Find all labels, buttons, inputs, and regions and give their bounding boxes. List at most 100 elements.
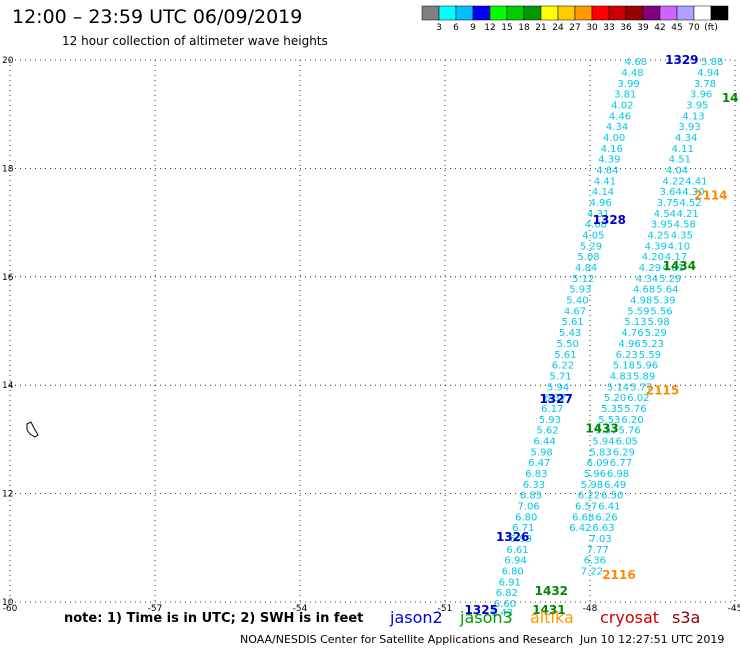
colorbar-label: 70: [688, 23, 700, 33]
wave-height-value: 6.71: [512, 523, 534, 534]
wave-height-value: 4.81: [662, 263, 684, 274]
lon-tick-label: -48: [583, 604, 598, 614]
wave-height-value: 5.77: [630, 382, 652, 393]
footer-credit: NOAA/NESDIS Center for Satellite Applica…: [240, 633, 574, 646]
pass-number-label: 1434: [663, 259, 696, 273]
wave-height-value: 4.00: [603, 133, 625, 144]
wave-height-value: 5.76: [619, 426, 641, 437]
wave-height-value: 5.13: [624, 317, 646, 328]
wave-height-value: 5.94: [592, 436, 614, 447]
wave-height-value: 6.02: [627, 393, 649, 404]
wave-height-value: 4.35: [671, 231, 693, 242]
wave-height-value: 4.34: [636, 274, 658, 285]
wave-height-value: 5.89: [633, 371, 655, 382]
wave-height-value: 3.93: [678, 122, 700, 133]
colorbar-label: 30: [586, 23, 598, 33]
pass-number-label: 2114: [694, 189, 727, 203]
wave-height-value: 4.41: [685, 176, 707, 187]
colorbar-swatch: [472, 5, 491, 21]
wave-height-value: 4.96: [619, 339, 641, 350]
colorbar-swatch: [540, 5, 559, 21]
wave-height-value: 5.23: [642, 339, 664, 350]
wave-height-value: 5.40: [566, 296, 588, 307]
colorbar-label: 42: [654, 23, 665, 33]
wave-height-value: 4.17: [665, 252, 687, 263]
wave-height-value: 4.16: [601, 144, 623, 155]
pass-number-label: 1326: [496, 530, 529, 544]
wave-height-value: 3.96: [690, 90, 712, 101]
wave-height-value: 4.51: [669, 155, 691, 166]
wave-height-value: 3.95: [651, 220, 673, 231]
wave-height-value: 4.05: [582, 231, 604, 242]
lon-tick-label: -60: [3, 604, 18, 614]
wave-height-value: 7.22: [581, 567, 603, 578]
wave-height-value: 6.42: [569, 523, 591, 534]
pass-number-label: 1329: [665, 53, 698, 67]
wave-height-value: 6.09: [587, 458, 609, 469]
colorbar-label: 24: [552, 23, 564, 33]
lat-tick-label: 20: [2, 56, 14, 66]
wave-height-value: 4.98: [630, 296, 652, 307]
legend-s3a: s3a: [672, 608, 701, 627]
colorbar-label: 9: [470, 23, 476, 33]
wave-height-value: 6.50: [601, 491, 623, 502]
wave-height-value: 3.99: [618, 79, 640, 90]
wave-height-value: 4.02: [611, 100, 633, 111]
wave-height-value: 4.14: [592, 187, 614, 198]
lat-tick-label: 18: [2, 164, 14, 174]
wave-height-value: 6.83: [525, 469, 547, 480]
wave-height-value: 6.43: [491, 608, 513, 619]
lat-tick-label: 14: [2, 381, 14, 391]
footer-timestamp: Jun 10 12:27:51 UTC 2019: [580, 633, 725, 646]
pass-number-label: 1328: [593, 213, 626, 227]
wave-height-value: 6.23: [616, 350, 638, 361]
colorbar-swatch: [574, 5, 593, 21]
wave-height-value: 5.59: [639, 350, 661, 361]
colorbar-swatch: [591, 5, 610, 21]
wave-height-value: 5.96: [636, 361, 658, 372]
wave-height-value: 4.31: [587, 209, 609, 220]
wave-height-value: 4.41: [594, 176, 616, 187]
wave-height-value: 4.34: [606, 122, 628, 133]
wave-height-value: 6.80: [515, 512, 537, 523]
wave-height-value: 4.96: [590, 198, 612, 209]
pass-number-label: 2115: [646, 384, 679, 398]
wave-height-value: 4.94: [697, 68, 719, 79]
wave-height-value: 5.61: [554, 350, 576, 361]
colorbar-swatch: [421, 5, 440, 21]
wave-height-value: 4.39: [645, 241, 667, 252]
wave-height-value: 4.68: [625, 57, 647, 68]
wave-height-value: 6.44: [533, 436, 555, 447]
wave-height-value: 6.17: [541, 404, 563, 415]
pass-number-label: 1327: [539, 392, 572, 406]
wave-height-value: 3.81: [614, 90, 636, 101]
wave-height-value: 6.85: [520, 491, 542, 502]
wave-height-value: 4.84: [575, 263, 597, 274]
wave-height-value: 5.71: [549, 371, 571, 382]
colorbar-swatch: [693, 5, 712, 21]
wave-height-value: 5.50: [557, 339, 579, 350]
colorbar-label: 36: [620, 23, 632, 33]
wave-height-value: 4.68: [585, 220, 607, 231]
wave-height-value: 3.75: [657, 198, 679, 209]
wave-height-value: 4.58: [674, 220, 696, 231]
pass-number-label: 2116: [602, 568, 635, 582]
wave-height-value: 7.03: [590, 534, 612, 545]
colorbar-swatch: [659, 5, 678, 21]
colorbar-swatch: [676, 5, 695, 21]
wave-height-value: 5.57: [595, 426, 617, 437]
colorbar-label: 27: [569, 23, 580, 33]
wave-height-value: 4.11: [672, 144, 694, 155]
wave-height-value: 6.36: [584, 556, 606, 567]
lon-tick-label: -45: [728, 604, 740, 614]
wave-height-value: 5.29: [645, 328, 667, 339]
colorbar-label: 39: [637, 23, 649, 33]
lon-tick-label: -57: [148, 604, 163, 614]
colorbar-label: 6: [453, 23, 459, 33]
wave-height-value: 5.61: [561, 317, 583, 328]
wave-height-value: 5.93: [569, 285, 591, 296]
colorbar-swatch: [608, 5, 627, 21]
wave-height-value: 5.08: [577, 252, 599, 263]
wave-height-value: 5.88: [701, 57, 723, 68]
wave-height-value: 6.49: [604, 480, 626, 491]
